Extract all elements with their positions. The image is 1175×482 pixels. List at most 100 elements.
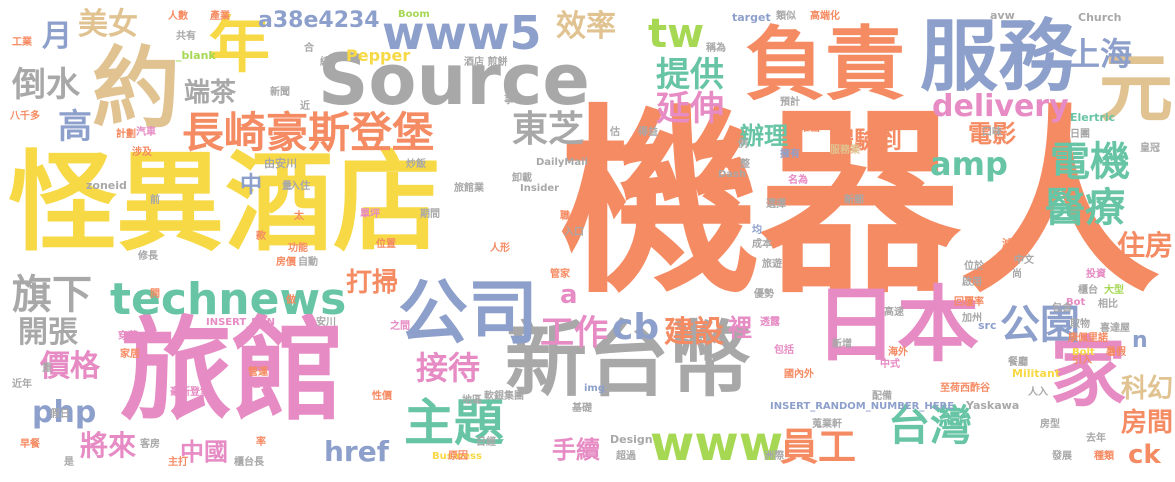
word: 修長 (138, 251, 158, 262)
word: 自動 (298, 257, 318, 268)
word: 價格 (40, 349, 100, 384)
word: 年 (208, 8, 271, 81)
word: 櫃台長 (234, 457, 264, 468)
word: 康佩里諾 (1068, 333, 1108, 344)
word: _blank (176, 49, 216, 62)
word: 喜達屋 (1100, 323, 1130, 334)
word: 位置 (376, 239, 396, 250)
word: 醫療 (1045, 185, 1125, 231)
word: n (1132, 328, 1148, 353)
word: img (584, 383, 606, 394)
word: Militant (1012, 367, 1061, 380)
word: 減少 (1002, 239, 1022, 250)
word: 整 (740, 159, 750, 170)
word: 得益 (638, 127, 658, 138)
word: Design (610, 433, 653, 446)
word: 太 (294, 211, 304, 222)
word: 卸載 (512, 173, 532, 184)
word: INSERT_RANDOM_NUMBER_HERE (770, 401, 955, 412)
word: 種類 (1094, 451, 1114, 462)
word: 營運 (248, 367, 268, 378)
word: 電影 (968, 120, 1016, 148)
word: 科幻 (1120, 374, 1173, 404)
word: 酒店 (225, 141, 442, 266)
word: 管家 (550, 269, 570, 280)
word: 國內外 (784, 369, 814, 380)
word: delivery (932, 89, 1069, 124)
word: 性價 (372, 391, 392, 402)
word: 類似 (776, 11, 796, 22)
word: href (324, 435, 389, 468)
word: 入口 (564, 227, 584, 238)
word: 加州 (962, 313, 982, 324)
word: 位於 (964, 261, 984, 272)
word: 延伸 (656, 89, 724, 129)
word: 之間 (390, 321, 410, 332)
word: 員工 (780, 425, 857, 469)
word: 至荷西酢谷 (940, 383, 990, 394)
word: www (650, 416, 784, 472)
word: 建設 (664, 315, 724, 350)
word: 軟銀集團 (484, 391, 524, 402)
word: 取物 (1070, 319, 1090, 330)
word: 選擇 (766, 199, 786, 210)
word: Boom (398, 9, 430, 20)
word: 服務業 (830, 145, 860, 156)
word: 日團 (1070, 129, 1090, 140)
word: 旅館業 (454, 183, 484, 194)
word: 新郵 (844, 195, 864, 206)
word: 假日 (50, 409, 70, 420)
word: 合 (304, 43, 314, 54)
word: INSERT_RAN (206, 317, 276, 328)
word: 不錯 (882, 277, 902, 288)
word: Yaskawa (966, 399, 1020, 412)
word: Dash (718, 169, 747, 180)
word: 單坪 (360, 209, 380, 220)
word: 家 (1050, 328, 1126, 417)
word: 長崎豪斯登堡 (182, 108, 435, 157)
word: 地區 (462, 395, 482, 406)
word: 負責 (745, 18, 905, 111)
word: Bolt (1072, 347, 1095, 358)
word: Elertric (1070, 111, 1116, 124)
word: 重 (42, 363, 52, 374)
word: 海外 (888, 347, 908, 358)
word: 前 (150, 195, 160, 206)
word: 總 (320, 57, 330, 68)
word: 優勢 (754, 289, 774, 300)
word: src (978, 319, 997, 332)
word: 體驗到 (830, 126, 902, 154)
word: 大型 (1104, 285, 1124, 296)
word: 原因 (448, 451, 468, 462)
word: 新台幣 (505, 313, 752, 408)
word: 早餐 (20, 439, 40, 450)
word: 透露 (760, 317, 780, 328)
word: 安川 (316, 317, 336, 328)
word: 汽車 (136, 127, 156, 138)
word: 功能 (288, 243, 308, 254)
word: 開張 (18, 315, 78, 350)
word: 房間 (1120, 408, 1173, 438)
word: 櫃台 (1078, 285, 1098, 296)
word: 稱為 (706, 43, 726, 54)
word: 新增 (832, 339, 852, 350)
word: 估 (610, 127, 620, 138)
word: 率 (256, 437, 266, 448)
word: 近年 (12, 379, 32, 390)
word: 期間 (420, 209, 440, 220)
word: zoneid (86, 179, 127, 192)
word: DailyMail (536, 157, 588, 168)
word: 提供 (656, 55, 724, 95)
word: 投資 (1086, 269, 1106, 280)
word: 工作 (540, 313, 608, 353)
word: 超過 (616, 451, 636, 462)
word: target (732, 11, 771, 24)
word: 約 (92, 37, 181, 140)
word: 倒水 (12, 65, 80, 105)
word: 包括 (774, 345, 794, 356)
word: 客房 (140, 439, 160, 450)
word: 近 (300, 101, 310, 112)
word: Bot (1066, 297, 1086, 308)
word: 新聞 (270, 87, 290, 98)
word: 工業 (12, 37, 32, 48)
